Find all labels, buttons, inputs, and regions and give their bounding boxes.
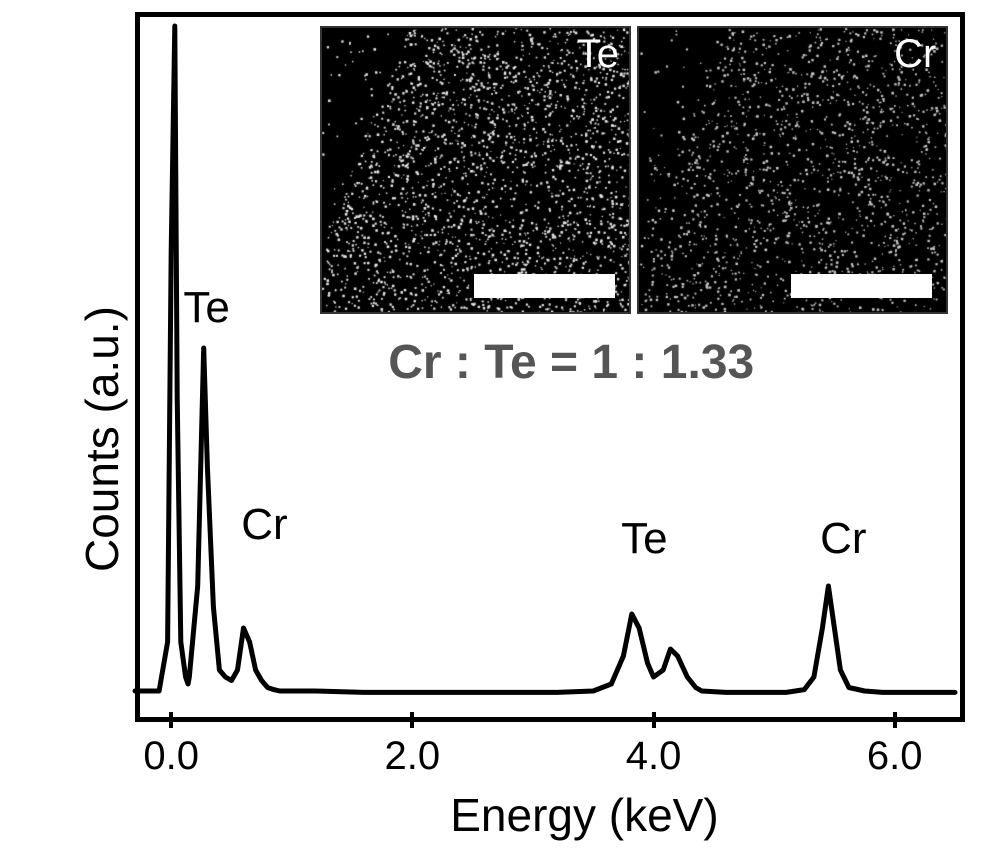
peak-label-cr-1: Cr (241, 500, 287, 550)
eds-map-te: Te (320, 26, 632, 314)
peak-label-te-0: Te (183, 283, 229, 333)
x-tick (893, 712, 897, 728)
y-axis-label: Counts (a.u.) (75, 306, 129, 572)
x-axis-label: Energy (keV) (450, 788, 718, 842)
x-tick (410, 712, 414, 728)
composition-ratio-text: Cr : Te = 1 : 1.33 (388, 335, 754, 390)
scale-bar (791, 274, 932, 298)
eds-map-label: Cr (894, 32, 936, 77)
x-tick (169, 712, 173, 728)
x-tick (652, 712, 656, 728)
eds-figure: Counts (a.u.) Energy (keV) Cr : Te = 1 :… (0, 0, 981, 856)
peak-label-te-2: Te (621, 514, 667, 564)
peak-label-cr-3: Cr (820, 514, 866, 564)
x-tick-label: 0.0 (143, 734, 199, 779)
eds-map-cr: Cr (637, 26, 949, 314)
x-tick-label: 6.0 (867, 734, 923, 779)
eds-map-label: Te (577, 32, 619, 77)
scale-bar (474, 274, 615, 298)
x-tick-label: 4.0 (626, 734, 682, 779)
x-tick-label: 2.0 (385, 734, 441, 779)
